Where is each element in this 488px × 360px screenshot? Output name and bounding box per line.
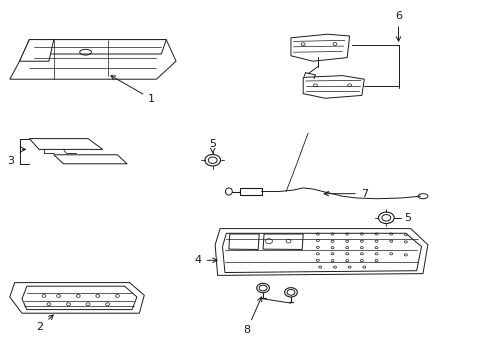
Polygon shape <box>10 40 176 79</box>
Polygon shape <box>20 40 54 61</box>
Polygon shape <box>303 76 364 98</box>
Polygon shape <box>29 139 102 149</box>
Text: 1: 1 <box>111 76 155 104</box>
Text: 4: 4 <box>194 255 217 265</box>
Text: 6: 6 <box>394 11 401 41</box>
Text: 5: 5 <box>209 139 216 153</box>
Text: 8: 8 <box>243 297 261 335</box>
Polygon shape <box>54 155 127 164</box>
Polygon shape <box>24 40 166 54</box>
Text: 2: 2 <box>37 315 53 332</box>
Text: 3: 3 <box>7 156 14 166</box>
Text: 5: 5 <box>403 213 410 223</box>
Polygon shape <box>215 229 427 275</box>
Polygon shape <box>10 283 144 313</box>
Text: 7: 7 <box>324 189 367 199</box>
Polygon shape <box>290 34 349 61</box>
